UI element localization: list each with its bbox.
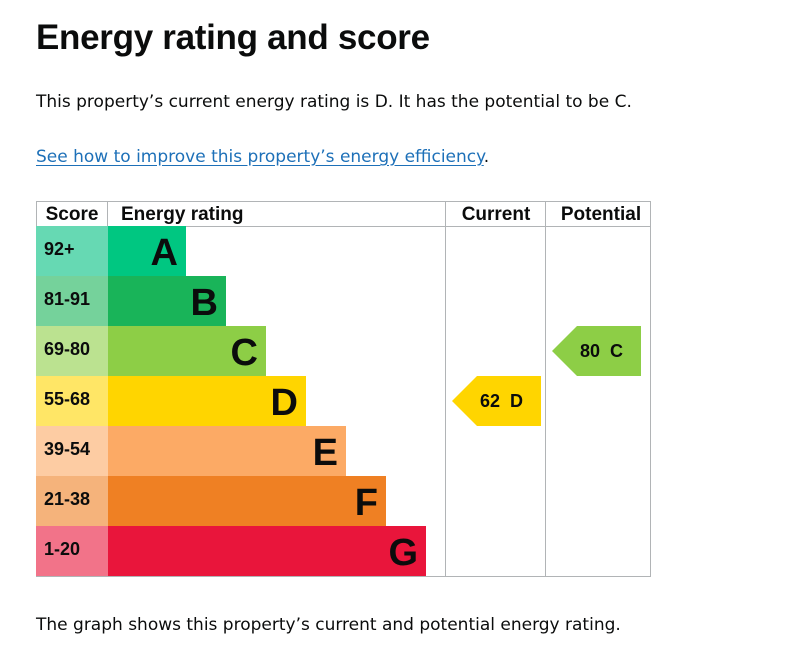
score-label-a: 92+ <box>44 239 75 259</box>
score-label-e: 39-54 <box>44 439 90 459</box>
rating-bar-e <box>108 426 346 476</box>
rating-letter-f: F <box>355 482 378 524</box>
header-score: Score <box>46 204 99 225</box>
score-label-f: 21-38 <box>44 489 90 509</box>
page-title: Energy rating and score <box>36 18 430 57</box>
header-current: Current <box>462 204 531 225</box>
header-energy-rating: Energy rating <box>121 204 243 225</box>
current-rating-marker-label: 62 D <box>480 391 523 411</box>
current-rating-marker <box>452 376 541 426</box>
score-cell-b <box>36 276 108 326</box>
score-cell-f <box>36 476 108 526</box>
rating-letter-g: G <box>388 532 418 574</box>
potential-rating-marker-label: 80 C <box>580 341 623 361</box>
rating-bar-f <box>108 476 386 526</box>
rating-bar-c <box>108 326 266 376</box>
score-label-b: 81-91 <box>44 289 90 309</box>
column-headers: Score Energy rating Current Potential <box>46 204 642 225</box>
score-label-c: 69-80 <box>44 339 90 359</box>
rating-summary: This property’s current energy rating is… <box>36 92 632 112</box>
score-cell-c <box>36 326 108 376</box>
score-cell-g <box>36 526 108 576</box>
chart-caption: The graph shows this property’s current … <box>36 615 621 635</box>
score-cell-d <box>36 376 108 426</box>
header-potential: Potential <box>561 204 641 225</box>
rating-bands: 92+ A 81-91 B 69-80 C 55-68 D 39-54 E 21-38 F 1-20 G <box>36 226 426 576</box>
rating-bar-d <box>108 376 306 426</box>
score-label-g: 1-20 <box>44 539 80 559</box>
rating-markers: 62 D 80 C <box>452 326 641 426</box>
rating-letter-c: C <box>231 332 258 374</box>
improve-link-line: See how to improve this property’s energ… <box>36 147 489 167</box>
rating-letter-a: A <box>151 232 178 274</box>
rating-letter-b: B <box>191 282 218 324</box>
rating-bar-a <box>108 226 186 276</box>
score-label-d: 55-68 <box>44 389 90 409</box>
rating-letter-d: D <box>271 382 298 424</box>
improve-efficiency-link[interactable]: See how to improve this property’s energ… <box>36 147 484 167</box>
rating-letter-e: E <box>313 432 338 474</box>
score-cell-a <box>36 226 108 276</box>
rating-bar-g <box>108 526 426 576</box>
rating-bar-b <box>108 276 226 326</box>
potential-rating-marker <box>552 326 641 376</box>
link-trailing-period: . <box>483 147 490 167</box>
score-cell-e <box>36 426 108 476</box>
